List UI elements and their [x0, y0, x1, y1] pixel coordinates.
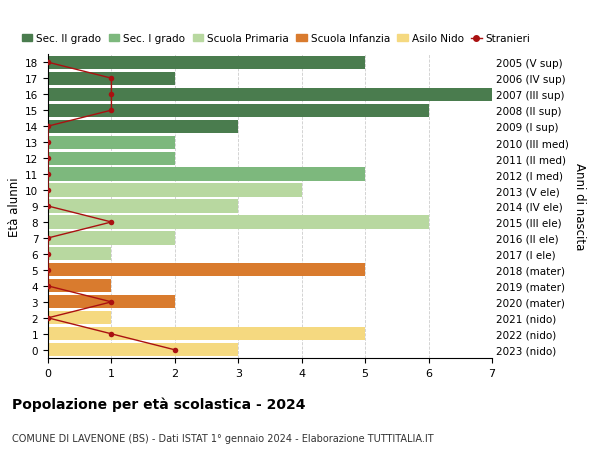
Bar	[48, 200, 238, 213]
Y-axis label: Età alunni: Età alunni	[8, 177, 21, 236]
Text: COMUNE DI LAVENONE (BS) - Dati ISTAT 1° gennaio 2024 - Elaborazione TUTTITALIA.I: COMUNE DI LAVENONE (BS) - Dati ISTAT 1° …	[12, 433, 434, 442]
Bar	[48, 73, 175, 85]
Bar	[48, 280, 112, 293]
Bar	[48, 136, 175, 149]
Text: Popolazione per età scolastica - 2024: Popolazione per età scolastica - 2024	[12, 397, 305, 412]
Bar	[48, 328, 365, 341]
Bar	[48, 296, 175, 309]
Bar	[48, 89, 492, 101]
Bar	[48, 248, 112, 261]
Bar	[48, 343, 238, 357]
Bar	[48, 56, 365, 70]
Bar	[48, 312, 112, 325]
Bar	[48, 104, 428, 118]
Bar	[48, 120, 238, 134]
Bar	[48, 168, 365, 181]
Bar	[48, 152, 175, 165]
Bar	[48, 232, 175, 245]
Bar	[48, 264, 365, 277]
Bar	[48, 216, 428, 229]
Y-axis label: Anni di nascita: Anni di nascita	[573, 163, 586, 250]
Legend: Sec. II grado, Sec. I grado, Scuola Primaria, Scuola Infanzia, Asilo Nido, Stran: Sec. II grado, Sec. I grado, Scuola Prim…	[17, 30, 535, 48]
Bar	[48, 184, 302, 197]
